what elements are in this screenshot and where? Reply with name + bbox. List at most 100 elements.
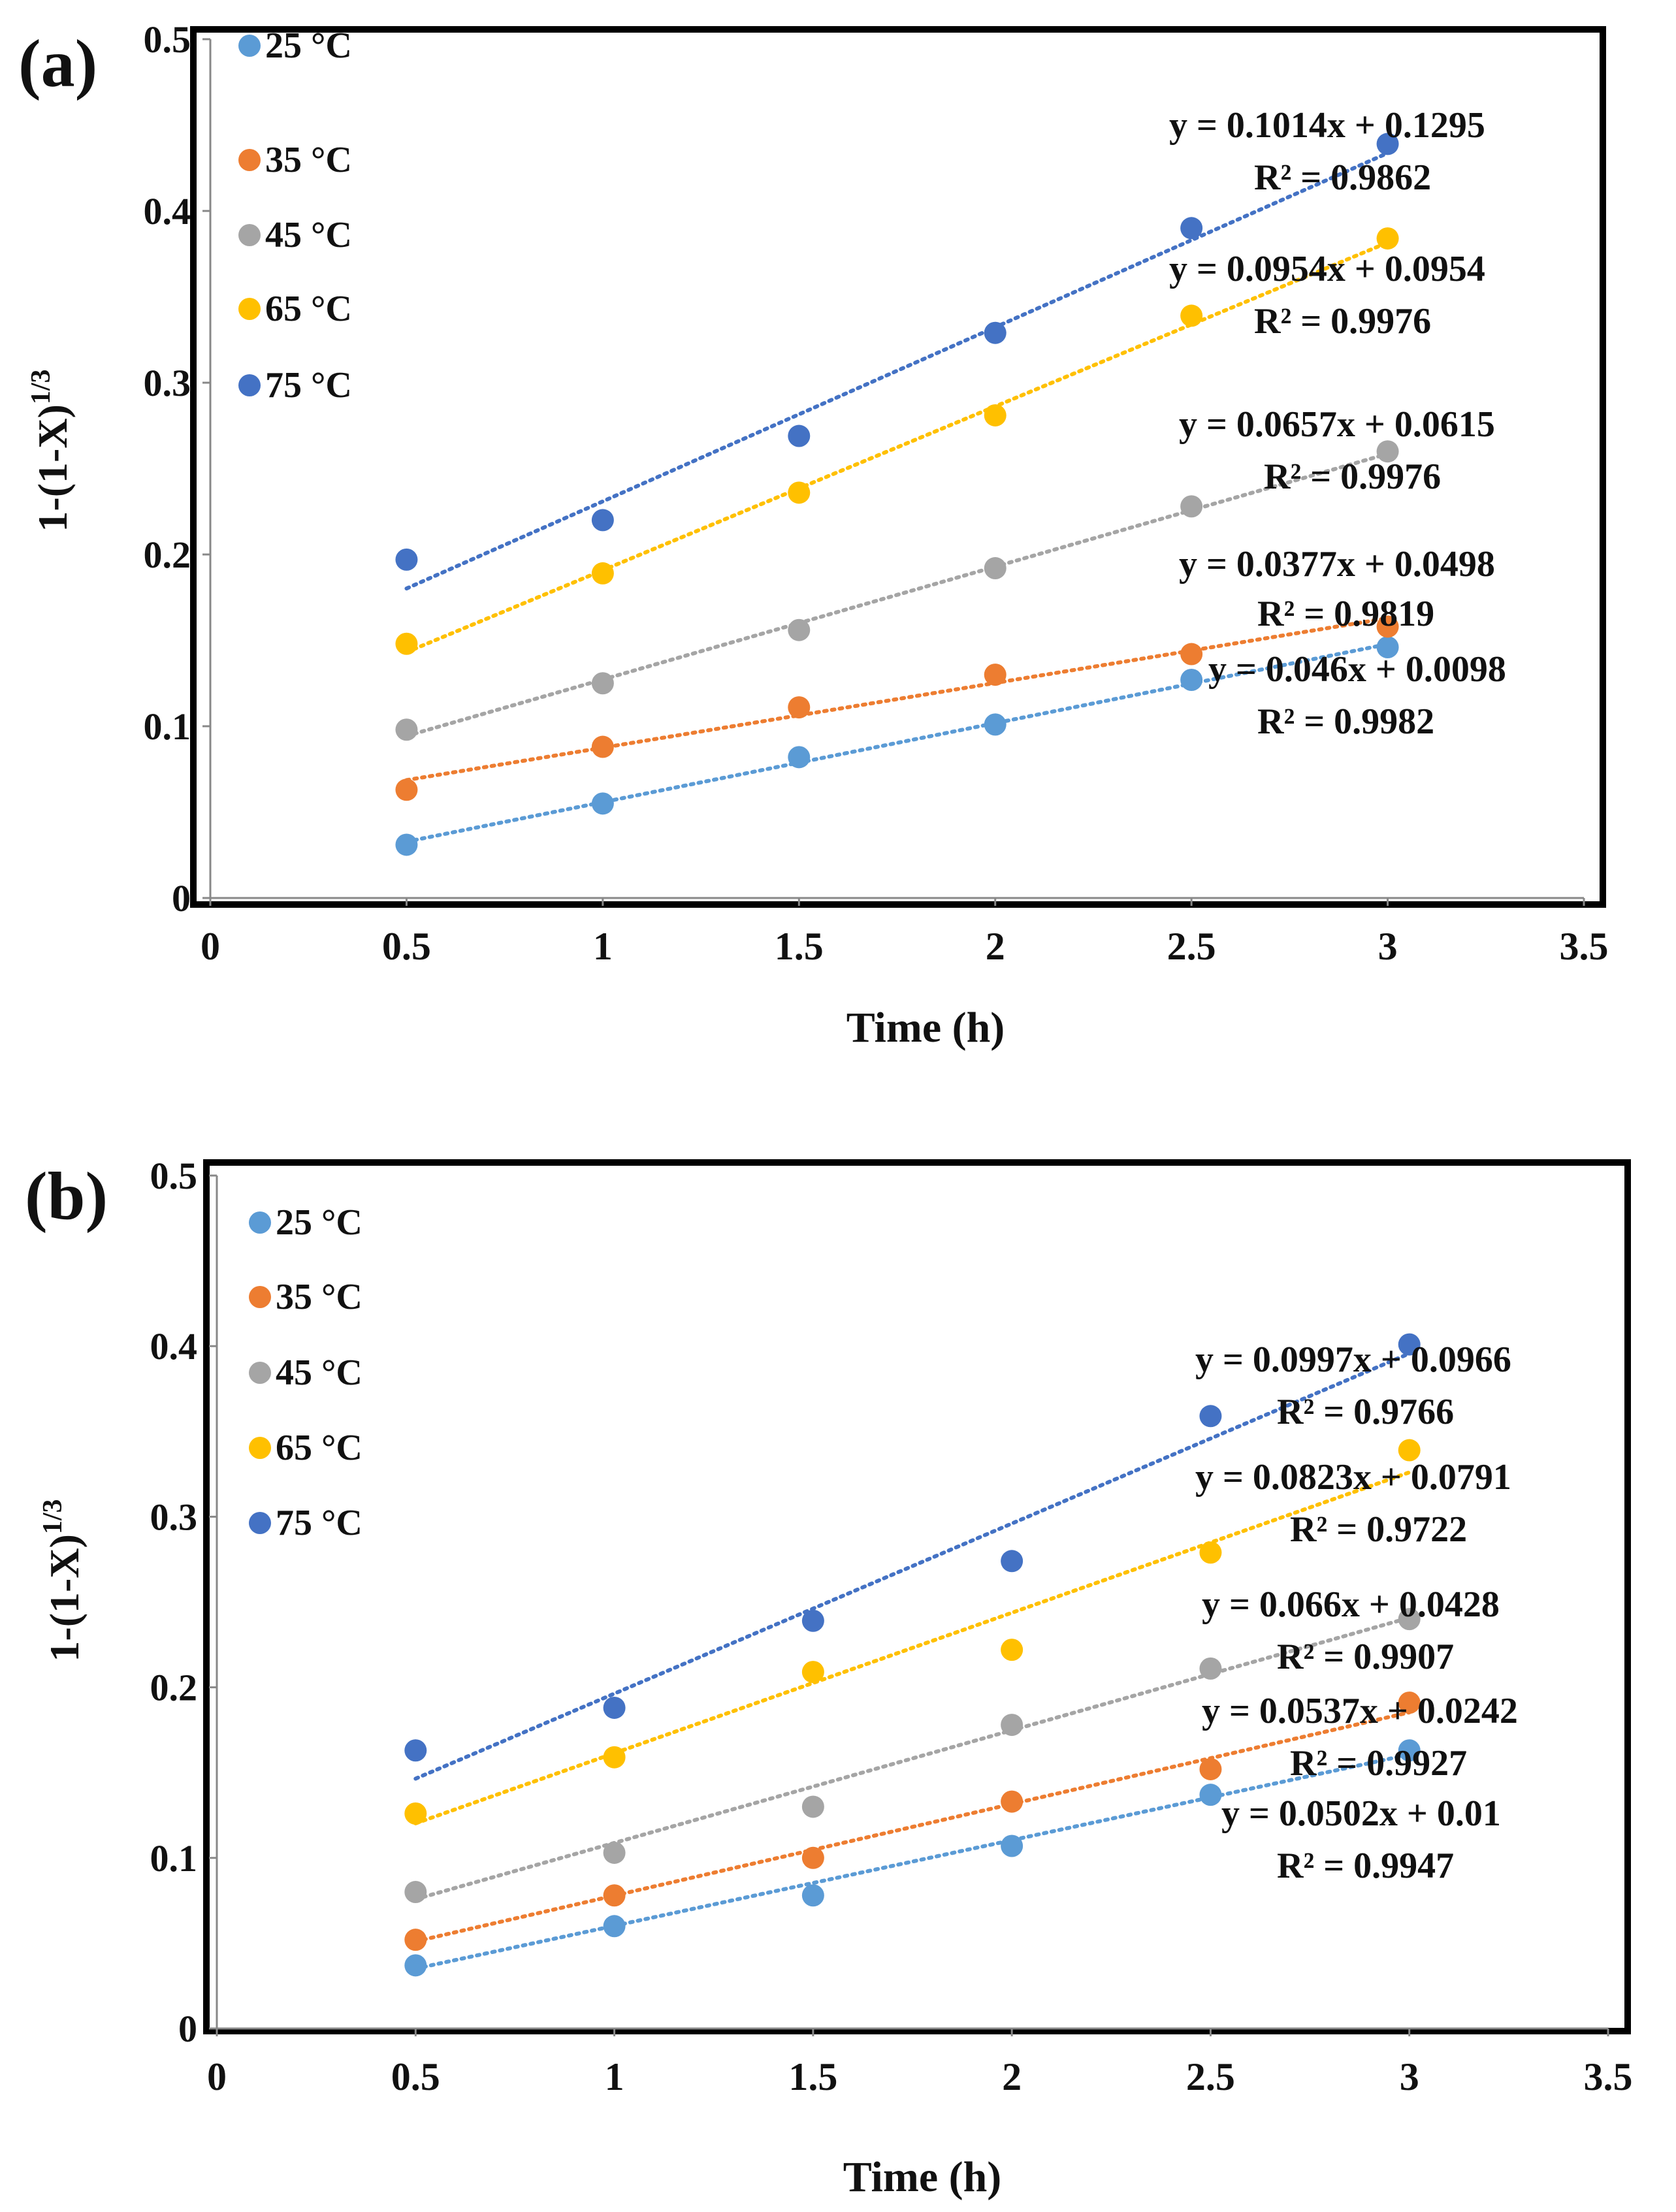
data-point-25 (603, 1915, 626, 1938)
data-point-65 (1376, 227, 1399, 250)
data-point-35 (984, 664, 1007, 686)
data-point-35 (1001, 1790, 1023, 1813)
panel-a-trendlines (404, 151, 1390, 844)
data-point-75 (788, 425, 811, 447)
legend-label-65: 65 °C (265, 289, 352, 329)
x-tick-label: 3 (1400, 2055, 1419, 2098)
eq-a-35: y = 0.0377x + 0.0498 (1179, 544, 1495, 585)
data-point-35 (1398, 1691, 1421, 1714)
legend-item-35: 35 °C (238, 140, 352, 180)
trendline-65 (404, 240, 1390, 654)
legend-marker-75 (249, 1512, 271, 1534)
x-tick-label: 0 (201, 925, 220, 968)
data-point-65 (603, 1746, 626, 1769)
x-tick-label: 0.5 (391, 2055, 440, 2098)
y-tick-label: 0.2 (150, 1667, 198, 1709)
legend-item-65: 65 °C (238, 289, 352, 329)
x-tick-label: 1 (593, 925, 613, 968)
data-point-35 (788, 696, 811, 719)
x-tick-label: 0 (207, 2055, 227, 2098)
data-point-25 (395, 833, 418, 856)
data-point-75 (395, 548, 418, 571)
eq-b-35: y = 0.0537x + 0.0242 (1202, 1691, 1518, 1731)
x-tick-label: 2.5 (1167, 925, 1216, 968)
eq-b-25: y = 0.0502x + 0.01 (1221, 1793, 1501, 1834)
trendline-25 (413, 1752, 1411, 1971)
data-point-25 (591, 792, 614, 815)
trendline-45 (404, 451, 1390, 738)
data-point-45 (603, 1841, 626, 1864)
panel-b-points (404, 1333, 1421, 1977)
panel-a-legend: 25 °C 35 °C 45 °C 65 °C 75 °C (238, 25, 352, 406)
legend-marker-45 (249, 1362, 271, 1384)
y-tick-label: 0.5 (150, 1155, 198, 1197)
legend-marker-75 (238, 374, 261, 396)
data-point-25 (801, 1884, 824, 1907)
panel-b-x-axis-title: Time (h) (843, 2153, 1002, 2201)
trendline-75 (404, 151, 1390, 591)
data-point-65 (1199, 1541, 1222, 1564)
legend-item-25: 25 °C (238, 25, 352, 66)
eq-b-75: y = 0.0997x + 0.0966 (1195, 1339, 1511, 1380)
data-point-25 (788, 746, 811, 769)
legend-label-75: 75 °C (265, 365, 352, 406)
data-point-75 (603, 1696, 626, 1719)
legend-label-65: 65 °C (276, 1428, 363, 1468)
y-tick-label: 0.4 (144, 190, 191, 232)
data-point-45 (591, 672, 614, 695)
legend-item-75: 75 °C (238, 365, 352, 406)
data-point-65 (404, 1802, 427, 1825)
data-point-65 (395, 632, 418, 655)
data-point-35 (603, 1884, 626, 1907)
legend-marker-45 (238, 224, 261, 246)
x-tick-label: 1.5 (775, 925, 824, 968)
legend-marker-35 (238, 149, 261, 171)
r2-b-45: R² = 0.9907 (1277, 1637, 1454, 1677)
legend-label-35: 35 °C (276, 1277, 363, 1317)
data-point-75 (1199, 1405, 1222, 1428)
data-point-35 (1376, 615, 1399, 638)
data-point-35 (1199, 1757, 1222, 1780)
data-point-45 (1199, 1657, 1222, 1680)
panel-a-y-axis-label: 1-(1-X)1/3 (26, 369, 76, 532)
panel-b-y-axis-title: 1-(1-X)1/3 (38, 1499, 88, 1661)
eq-a-75: y = 0.1014x + 0.1295 (1169, 105, 1485, 146)
data-point-45 (788, 618, 811, 641)
x-tick-label: 2 (1002, 2055, 1022, 2098)
data-point-75 (1001, 1550, 1023, 1573)
legend-label-25: 25 °C (276, 1202, 363, 1243)
r2-a-25: R² = 0.9982 (1257, 701, 1434, 742)
eq-b-45: y = 0.066x + 0.0428 (1202, 1584, 1500, 1625)
data-point-75 (1376, 133, 1399, 155)
r2-b-65: R² = 0.9722 (1290, 1509, 1467, 1550)
data-point-25 (1398, 1739, 1421, 1762)
y-tick-label: 0 (172, 877, 191, 920)
data-point-65 (801, 1661, 824, 1684)
data-point-75 (404, 1739, 427, 1762)
panel-b-legend: 25 °C 35 °C 45 °C 65 °C 75 °C (249, 1202, 363, 1543)
y-tick-label: 0.1 (150, 1837, 198, 1880)
data-point-75 (801, 1609, 824, 1632)
data-point-35 (404, 1929, 427, 1951)
data-point-25 (404, 1954, 427, 1977)
data-point-45 (984, 557, 1007, 580)
trendline-35 (413, 1710, 1411, 1944)
legend-item-35: 35 °C (249, 1277, 363, 1317)
trendline-75 (413, 1351, 1411, 1781)
data-point-75 (1180, 217, 1203, 240)
trendline-45 (413, 1616, 1411, 1902)
data-point-75 (984, 321, 1007, 344)
eq-a-65: y = 0.0954x + 0.0954 (1169, 249, 1485, 289)
y-tick-label: 0.3 (144, 362, 191, 404)
panel-b-axes: 0 0.5 1 1.5 2 2.5 3 3.5 0 0.1 0.2 0.3 0.4 0.5 (150, 1155, 1633, 2098)
data-point-25 (1199, 1784, 1222, 1806)
r2-a-75: R² = 0.9862 (1254, 157, 1431, 198)
panel-b: (b) 0 0.5 1 1.5 2 2.5 3 3.5 0 0.1 0.2 0.3 0.4 0.5 1-(… (25, 1155, 1633, 2201)
y-tick-label: 0.1 (144, 705, 191, 748)
legend-item-45: 45 °C (249, 1353, 363, 1393)
data-point-65 (1001, 1639, 1023, 1661)
panel-a-frame (190, 26, 1606, 908)
y-tick-label: 0.3 (150, 1496, 198, 1538)
legend-label-75: 75 °C (276, 1503, 363, 1543)
x-tick-label: 2.5 (1186, 2055, 1235, 2098)
